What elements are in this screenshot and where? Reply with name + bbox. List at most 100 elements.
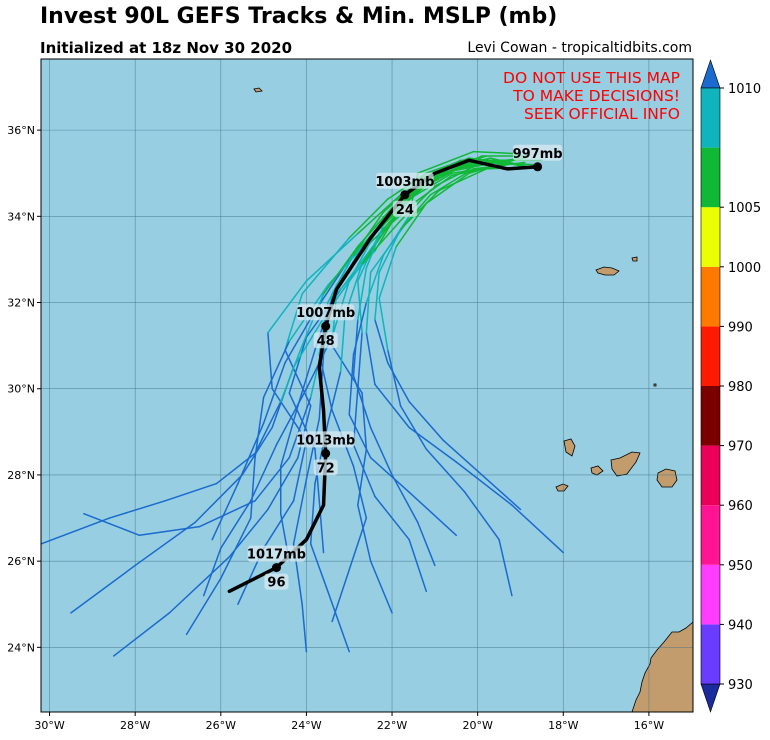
member-track-segment [387, 349, 402, 407]
pressure-colorbar: 930 940 950 960 970 980 990 1000 1005 1010 [700, 59, 761, 713]
member-track-segment [357, 448, 368, 506]
mean-track-marker [321, 448, 331, 458]
member-track-segment [108, 500, 166, 519]
colorbar-bin [701, 386, 720, 446]
member-track-segment [374, 271, 380, 321]
member-track-segment [262, 340, 291, 399]
member-track-segment [352, 465, 368, 519]
pressure-label-box [296, 304, 355, 321]
lat-tick-label: 26°N [7, 555, 35, 568]
member-track-segment [348, 353, 355, 416]
member-track-segment [250, 456, 256, 519]
member-track-segment [164, 482, 218, 502]
member-track-segment [378, 245, 398, 299]
member-track-segment [254, 396, 265, 459]
lat-tick-label: 24°N [7, 641, 35, 654]
member-track-segment [262, 362, 286, 424]
member-track-segment [348, 413, 372, 459]
member-track-segment [267, 280, 308, 334]
member-track-segment [369, 426, 393, 476]
africa-coast [631, 621, 693, 712]
member-track-segment [322, 245, 359, 295]
colorbar-bin [701, 88, 720, 148]
forecast-hour-label: 96 [267, 576, 285, 591]
lon-tick-label: 20°W [462, 719, 492, 732]
colorbar-bin [701, 207, 720, 267]
member-track-segment [455, 461, 513, 506]
member-track-segment [352, 375, 372, 429]
member-track-segment [425, 448, 466, 493]
lon-tick-label: 18°W [548, 719, 578, 732]
credit-label: Levi Cowan - tropicaltidbits.com [467, 40, 692, 56]
member-track-segment [365, 224, 385, 269]
colorbar-label: 950 [728, 559, 753, 574]
lon-tick-label: 24°W [291, 719, 321, 732]
mean-track-marker [533, 162, 543, 172]
lat-tick-label: 36°N [7, 124, 35, 137]
island-la-palma [563, 438, 576, 457]
latitude-ticks: 24°N 26°N 28°N 30°N 32°N 34°N 36°N [7, 124, 41, 654]
colorbar-label: 970 [728, 440, 753, 455]
member-track-segment [378, 228, 402, 274]
colorbar-bin [701, 505, 720, 565]
colorbar-label: 990 [728, 320, 753, 335]
hour-label-box [313, 332, 338, 349]
member-track-segment [215, 452, 256, 485]
member-track-segment [211, 482, 239, 541]
member-track-segment [374, 319, 389, 364]
island-tenerife [610, 451, 641, 477]
warning-notice: DO NOT USE THIS MAP TO MAKE DECISIONS! S… [460, 69, 680, 123]
member-track-segment [254, 456, 291, 502]
member-track-segment [416, 150, 475, 174]
member-track-segment [481, 161, 535, 166]
lon-tick-label: 16°W [634, 719, 664, 732]
lon-tick-label: 26°W [206, 719, 236, 732]
member-track-segment [292, 478, 308, 545]
colorbar-label: 930 [728, 678, 753, 693]
island-madeira [595, 266, 620, 276]
mean-track-marker [321, 321, 331, 331]
colorbar-bin [701, 266, 720, 327]
member-track-segment [357, 194, 402, 235]
colorbar-bin [701, 624, 720, 684]
warning-line-1: DO NOT USE THIS MAP [503, 69, 680, 87]
island-savage [653, 383, 657, 387]
pressure-label-box [247, 545, 306, 562]
member-track-segment [378, 297, 389, 351]
member-track-segment [339, 314, 346, 373]
pressure-label-box [376, 172, 434, 189]
map-title: Invest 90L GEFS Tracks & Min. MSLP (mb) [40, 4, 558, 29]
island-el-hierro [555, 483, 569, 492]
member-track-segment [374, 495, 410, 541]
lon-tick-label: 22°W [377, 719, 407, 732]
member-track-segment [138, 525, 201, 537]
colorbar-bin [701, 326, 720, 386]
colorbar-label: 960 [728, 499, 753, 514]
island-la-gomera [590, 465, 604, 476]
member-track-segment [365, 331, 376, 386]
island-gran-canaria [656, 468, 678, 488]
pressure-label: 1017mb [247, 548, 306, 563]
member-track-segment [511, 504, 565, 554]
colorbar-label: 1005 [728, 201, 761, 216]
land-layer [253, 87, 693, 712]
member-track-segment [331, 569, 350, 623]
member-track-segment [275, 387, 308, 446]
mean-track-marker [271, 563, 281, 573]
island-porto-santo [631, 256, 638, 262]
member-track-segment [464, 491, 500, 541]
member-track-segment [348, 198, 389, 239]
member-track-segment [250, 444, 278, 502]
member-track-segment [134, 521, 196, 567]
member-track-segment [254, 400, 282, 455]
member-track-segment [185, 577, 222, 636]
warning-line-2: TO MAKE DECISIONS! [513, 87, 680, 105]
member-track-segment [408, 538, 428, 593]
member-track-segment [220, 517, 252, 580]
lat-tick-label: 30°N [7, 383, 35, 396]
member-track-segment [408, 491, 458, 537]
member-track-segment [241, 426, 273, 476]
lat-tick-label: 28°N [7, 469, 35, 482]
member-track-segment [442, 439, 483, 476]
member-track-segment [387, 362, 410, 403]
